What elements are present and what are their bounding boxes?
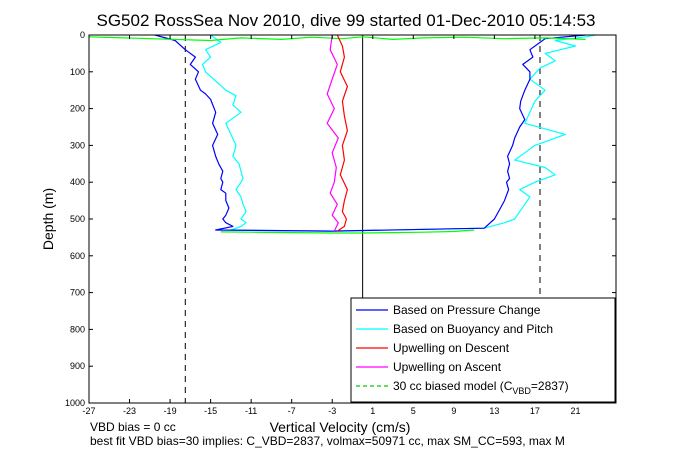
series-0-profile-0 — [154, 34, 333, 232]
footer-line-2: best fit VBD bias=30 implies: C_VBD=2837… — [90, 434, 565, 448]
legend-items: Based on Pressure Change Based on Buoyanc… — [356, 303, 569, 396]
y-tick-label-2: 200 — [70, 104, 85, 114]
series-1-profile-1 — [332, 34, 596, 232]
series-0-profile-1 — [332, 34, 586, 232]
x-tick-label-7: 1 — [370, 406, 375, 416]
series-layer — [88, 34, 596, 234]
x-tick-label-10: 13 — [489, 406, 499, 416]
x-axis-ticks: -27 -23 -19 -15 -11 -7 -3 1 5 9 13 17 21 — [82, 35, 580, 416]
y-tick-label-3: 300 — [70, 140, 85, 150]
x-tick-label-6: -3 — [328, 406, 336, 416]
x-tick-label-0: -27 — [82, 406, 95, 416]
x-tick-label-2: -19 — [164, 406, 177, 416]
x-axis-label: Vertical Velocity (cm/s) — [270, 419, 411, 435]
series-4-profile-1 — [220, 229, 475, 234]
y-tick-label-5: 500 — [70, 214, 85, 224]
y-tick-label-8: 800 — [70, 324, 85, 334]
y-tick-label-0: 0 — [80, 30, 85, 40]
x-tick-label-5: -7 — [288, 406, 296, 416]
series-1-profile-0 — [201, 34, 333, 232]
x-tick-label-3: -15 — [204, 406, 217, 416]
y-tick-label-9: 900 — [70, 361, 85, 371]
y-axis-ticks: 0 100 200 300 400 500 600 700 800 900 1000 — [65, 30, 616, 408]
x-tick-label-11: 17 — [530, 406, 540, 416]
y-tick-label-7: 700 — [70, 288, 85, 298]
x-tick-label-9: 9 — [451, 406, 456, 416]
footer-line-1: VBD bias = 0 cc — [90, 420, 176, 434]
legend-box — [350, 297, 616, 403]
y-tick-label-10: 1000 — [65, 398, 85, 408]
x-tick-label-12: 21 — [570, 406, 580, 416]
y-axis-label: Depth (m) — [40, 188, 56, 250]
series-4-profile-0 — [88, 36, 586, 42]
chart-title: SG502 RossSea Nov 2010, dive 99 started … — [97, 11, 596, 30]
x-tick-label-4: -11 — [245, 406, 257, 416]
y-tick-label-1: 100 — [70, 67, 85, 77]
y-tick-label-6: 600 — [70, 251, 85, 261]
x-tick-label-1: -23 — [123, 406, 136, 416]
legend-label-2: Upwelling on Descent — [393, 341, 510, 355]
y-tick-label-4: 400 — [70, 177, 85, 187]
legend-label-1: Based on Buoyancy and Pitch — [393, 322, 553, 336]
series-2-profile-0 — [336, 34, 348, 232]
series-3-profile-0 — [326, 34, 339, 232]
x-tick-label-8: 5 — [411, 406, 416, 416]
legend-label-0: Based on Pressure Change — [393, 303, 541, 317]
legend: Based on Pressure Change Based on Buoyanc… — [350, 297, 616, 403]
legend-label-3: Upwelling on Ascent — [393, 360, 502, 374]
legend-label-4: 30 cc biased model (CVBD=2837) — [393, 379, 569, 396]
